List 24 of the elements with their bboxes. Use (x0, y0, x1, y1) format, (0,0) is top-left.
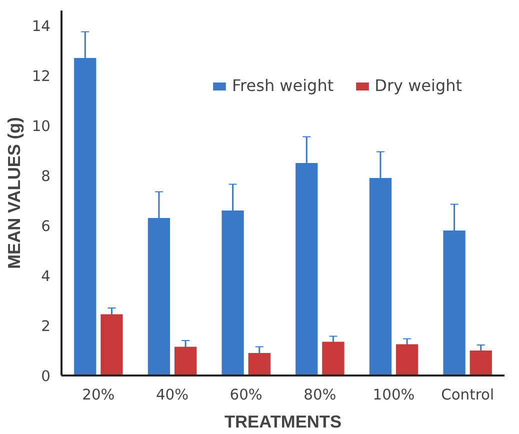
x-tick-label: 100% (372, 386, 415, 404)
y-axis-title: MEAN VALUES (g) (4, 117, 24, 269)
y-tick-label: 2 (41, 318, 51, 335)
legend-label: Fresh weight (232, 76, 334, 95)
bar (100, 314, 123, 376)
y-tick-label: 12 (32, 68, 51, 85)
y-tick-label: 14 (32, 18, 51, 35)
x-axis-title: TREATMENTS (224, 412, 342, 432)
bar (470, 350, 492, 376)
bar (322, 342, 344, 376)
y-tick-label: 8 (41, 168, 51, 185)
legend-label: Dry weight (374, 76, 462, 95)
bar (248, 353, 270, 376)
y-tick-label: 0 (41, 368, 51, 385)
x-tick-label: 80% (304, 386, 336, 404)
x-tick-label: Control (441, 386, 494, 404)
x-tick-label: 60% (230, 386, 262, 404)
x-tick-label: 20% (82, 386, 115, 404)
x-tick-label: 40% (156, 386, 189, 404)
bar (174, 346, 197, 376)
y-tick-label: 4 (41, 268, 51, 285)
y-tick-label: 10 (32, 118, 51, 135)
y-tick-label: 6 (41, 218, 51, 235)
bar (396, 344, 418, 376)
